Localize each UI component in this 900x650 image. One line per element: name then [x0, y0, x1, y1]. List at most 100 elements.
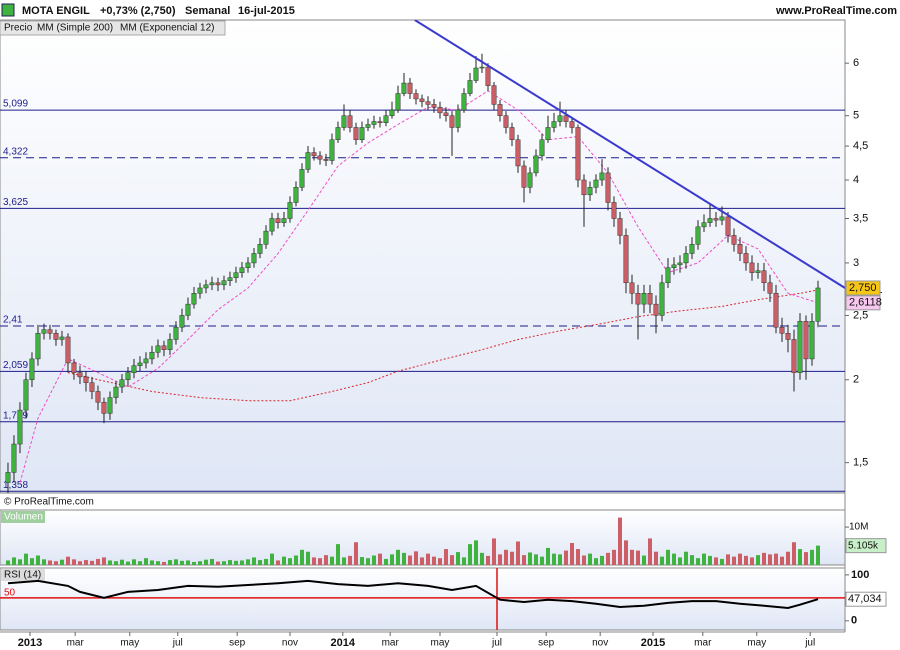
candle-body: [623, 235, 629, 284]
volume-bar: [689, 555, 694, 565]
volume-bar: [509, 551, 514, 565]
candle-body: [35, 333, 41, 360]
candle-body: [53, 333, 59, 340]
last-price-label: 2,750: [849, 282, 877, 294]
panel-title-box: [1, 511, 45, 523]
legend-entry: Precio: [4, 23, 33, 34]
candle-body: [767, 282, 773, 294]
volume-bar: [239, 560, 244, 565]
candle-body: [377, 121, 383, 123]
reference-label: 50: [4, 587, 16, 598]
candle-body: [611, 202, 617, 219]
volume-bar: [5, 560, 10, 565]
legend-entry: MM (Simple 200): [37, 23, 113, 34]
volume-bar: [719, 558, 724, 565]
volume-bar: [449, 555, 454, 565]
candle-body: [17, 409, 23, 445]
volume-bar: [83, 560, 88, 565]
volume-bar: [119, 559, 124, 565]
candle-body: [485, 66, 491, 86]
candle-body: [551, 121, 557, 128]
volume-bar: [443, 549, 448, 565]
x-tick-label: 2015: [641, 637, 665, 649]
volume-bar: [701, 553, 706, 565]
x-tick-label: may: [747, 638, 766, 649]
volume-bar: [245, 559, 250, 565]
candle-body: [743, 253, 749, 264]
volume-bar: [467, 544, 472, 565]
candle-body: [815, 287, 821, 322]
volume-bar: [617, 517, 622, 565]
candle-body: [221, 280, 227, 286]
volume-bar: [137, 561, 142, 565]
candle-body: [791, 339, 797, 373]
volume-bar: [305, 551, 310, 565]
y-tick-label: 1,5: [853, 457, 868, 469]
y-tick-label: 2: [853, 374, 859, 386]
volume-bar: [149, 560, 154, 565]
candle-body: [515, 139, 521, 167]
candle-body: [599, 172, 605, 181]
volume-bar: [107, 560, 112, 565]
volume-bar: [371, 555, 376, 565]
volume-bar: [815, 545, 820, 565]
candle-body: [41, 329, 47, 334]
header-icon: [1, 3, 15, 17]
candle-body: [317, 155, 323, 160]
candle-body: [161, 345, 167, 350]
volume-bar: [791, 542, 796, 565]
candle-body: [11, 443, 17, 473]
x-tick-label: nov: [282, 638, 298, 649]
volume-bar: [59, 559, 64, 565]
volume-bar: [263, 558, 268, 565]
candle-body: [347, 115, 353, 128]
volume-bar: [77, 561, 82, 565]
volume-bar: [401, 552, 406, 565]
volume-bar: [647, 538, 652, 565]
volume-bar: [125, 561, 130, 565]
volume-bar: [65, 556, 70, 565]
last-price-label-box: [845, 280, 881, 296]
candle-body: [371, 121, 377, 125]
x-tick-label: 2013: [18, 637, 42, 649]
volume-bar: [317, 558, 322, 565]
candle-body: [593, 179, 599, 188]
volume-bar: [203, 559, 208, 565]
candle-body: [197, 287, 203, 294]
candle-body: [263, 230, 269, 245]
candle-body: [719, 216, 725, 221]
candle-body: [281, 218, 287, 223]
volume-bar: [635, 550, 640, 565]
candle-body: [155, 345, 161, 353]
volume-bar: [131, 559, 136, 565]
x-tick-label: mar: [67, 638, 85, 649]
legend-entry: MM (Exponencial 12): [120, 23, 214, 34]
candle-body: [329, 139, 335, 161]
volume-bar: [383, 558, 388, 565]
candle-body: [29, 358, 35, 380]
level-label: 2,059: [3, 360, 28, 371]
volume-bar: [221, 561, 226, 565]
volume-bar: [335, 544, 340, 565]
volume-panel: [0, 509, 846, 566]
candle-body: [533, 155, 539, 174]
site: www.ProRealTime.com: [775, 5, 897, 17]
level-label: 2,41: [3, 315, 23, 326]
volume-bar: [731, 556, 736, 565]
candle-body: [797, 321, 803, 373]
volume-bar: [563, 550, 568, 565]
last-value-label-box: [845, 295, 881, 311]
volume-bar: [53, 561, 58, 565]
volume-bar: [551, 553, 556, 565]
volume-bar: [353, 542, 358, 565]
candle-body: [605, 172, 611, 203]
candle-body: [779, 326, 785, 334]
volume-bar: [35, 555, 40, 565]
volume-bar: [287, 558, 292, 565]
volume-bar: [101, 557, 106, 565]
candle-body: [167, 339, 173, 350]
candle-body: [383, 115, 389, 123]
volume-bar: [347, 555, 352, 565]
candle-body: [701, 222, 707, 228]
volume-bar: [197, 561, 202, 565]
